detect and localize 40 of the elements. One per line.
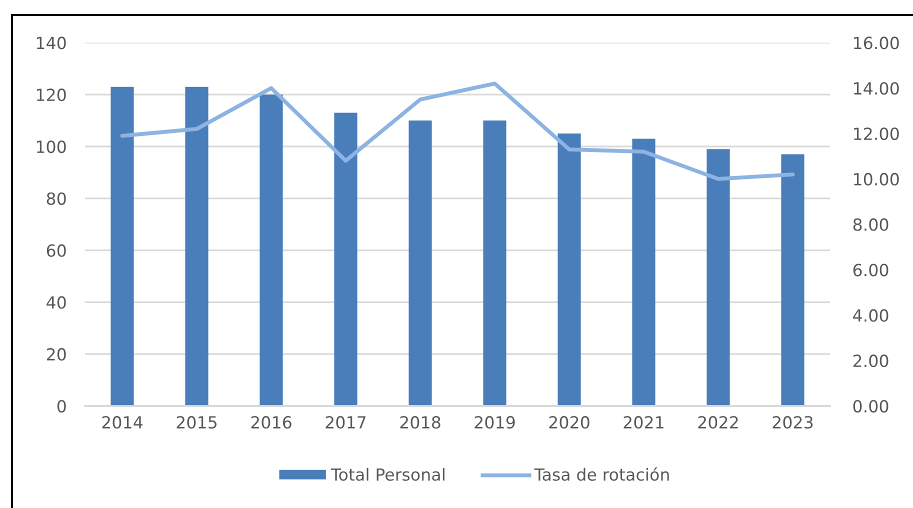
y-tick-label: 40 (46, 296, 66, 309)
y2-tick-label: 14.00 (854, 82, 899, 95)
x-tick-label: 2022 (698, 416, 738, 429)
legend-label: Total Personal (330, 468, 444, 481)
y-tick-label: 140 (36, 36, 66, 50)
y-tick-label: 80 (46, 192, 66, 205)
line-series (120, 82, 795, 181)
bar (260, 94, 283, 406)
x-tick-label: 2023 (772, 416, 813, 429)
y2-tick-label: 2.00 (853, 354, 888, 368)
bar (558, 134, 581, 406)
y2-tick-label: 10.00 (854, 172, 899, 186)
y2-tick-label: 16.00 (854, 36, 899, 50)
bar (781, 154, 804, 406)
y-tick-label: 0 (57, 400, 66, 413)
legend-label: Tasa de rotación (534, 467, 669, 481)
bar (110, 86, 134, 406)
x-tick-label: 2014 (102, 416, 143, 429)
y-tick-label: 20 (46, 348, 66, 361)
y-tick-label: 60 (46, 244, 66, 257)
y2-tick-label: 8.00 (853, 218, 888, 231)
y-tick-label: 100 (36, 140, 66, 154)
bar (334, 112, 358, 406)
x-tick-label: 2020 (549, 416, 590, 429)
bar (408, 120, 432, 406)
bar (483, 120, 506, 406)
y2-tick-label: 4.00 (853, 309, 888, 322)
x-tick-label: 2019 (474, 416, 515, 429)
x-tick-label: 2018 (400, 416, 440, 429)
y2-tick-label: 12.00 (854, 127, 899, 140)
x-tick-label: 2021 (624, 416, 664, 429)
y-tick-label: 120 (36, 88, 66, 102)
y2-tick-label: 6.00 (853, 264, 888, 276)
bar (185, 86, 208, 406)
x-tick-label: 2016 (251, 416, 292, 429)
bar (632, 138, 656, 406)
y2-tick-label: 0.00 (853, 400, 888, 413)
x-tick-label: 2015 (176, 416, 216, 429)
bar (706, 149, 730, 406)
x-tick-label: 2017 (326, 416, 366, 429)
